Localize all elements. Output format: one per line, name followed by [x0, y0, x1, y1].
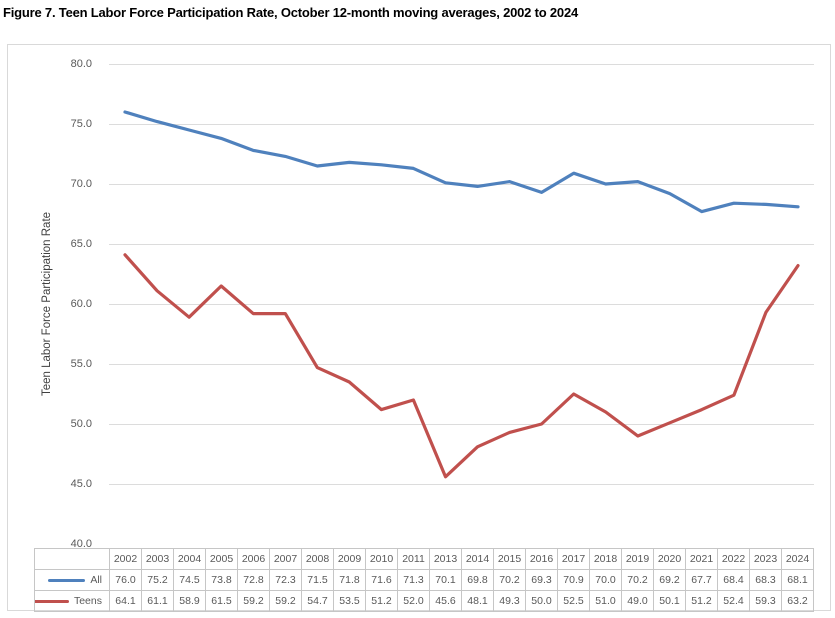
value-cell-teens: 59.3	[749, 590, 782, 612]
value-cell-all: 67.7	[685, 569, 718, 591]
series-line-teens	[123, 253, 800, 479]
year-cell: 2013	[429, 548, 462, 570]
y-tick-label: 55.0	[70, 358, 92, 370]
value-cell-teens: 49.0	[621, 590, 654, 612]
y-tick-label: 50.0	[70, 418, 92, 430]
value-cell-teens: 63.2	[781, 590, 814, 612]
value-cell-all: 76.0	[109, 569, 142, 591]
y-tick-label: 70.0	[70, 178, 92, 190]
value-cell-all: 70.2	[493, 569, 526, 591]
year-cell: 2004	[173, 548, 206, 570]
table-header-row: 2002 2003 2004 2005 2006 2007 2008 2009 2010 2011…	[34, 548, 814, 570]
y-tick-label: 65.0	[70, 238, 92, 250]
y-tick-label: 75.0	[70, 118, 92, 130]
value-cell-all: 69.2	[653, 569, 686, 591]
series-line-all	[123, 110, 800, 214]
value-cell-all: 70.1	[429, 569, 462, 591]
figure-title: Figure 7. Teen Labor Force Participation…	[3, 5, 579, 20]
chart-frame: Teen Labor Force Participation Rate 80.0…	[7, 44, 831, 612]
y-tick-label: 80.0	[70, 58, 92, 70]
year-cell: 2011	[397, 548, 430, 570]
y-axis-tick-labels: 80.0 75.0 70.0 65.0 60.0 55.0 50.0 45.0 40.0	[8, 58, 100, 550]
value-cell-teens: 52.0	[397, 590, 430, 612]
year-cell: 2016	[525, 548, 558, 570]
year-cell: 2018	[589, 548, 622, 570]
year-cell: 2024	[781, 548, 814, 570]
value-cell-all: 71.8	[333, 569, 366, 591]
table-corner-cell	[34, 548, 110, 570]
value-cell-all: 70.0	[589, 569, 622, 591]
legend-key-all: All	[34, 569, 110, 591]
value-cell-teens: 64.1	[109, 590, 142, 612]
year-cell: 2006	[237, 548, 270, 570]
year-cell: 2017	[557, 548, 590, 570]
y-tick-label: 45.0	[70, 478, 92, 490]
value-cell-teens: 51.2	[685, 590, 718, 612]
value-cell-teens: 51.2	[365, 590, 398, 612]
value-cell-all: 72.8	[237, 569, 270, 591]
year-cell: 2005	[205, 548, 238, 570]
year-cell: 2014	[461, 548, 494, 570]
value-cell-teens: 61.5	[205, 590, 238, 612]
year-cell: 2007	[269, 548, 302, 570]
value-cell-all: 68.4	[717, 569, 750, 591]
legend-line-swatch-all	[48, 578, 86, 582]
value-cell-teens: 54.7	[301, 590, 334, 612]
value-cell-all: 70.9	[557, 569, 590, 591]
plot-area	[109, 64, 814, 485]
value-cell-teens: 61.1	[141, 590, 174, 612]
value-cell-teens: 59.2	[269, 590, 302, 612]
value-cell-teens: 45.6	[429, 590, 462, 612]
year-cell: 2002	[109, 548, 142, 570]
value-cell-all: 71.6	[365, 569, 398, 591]
year-cell: 2019	[621, 548, 654, 570]
table-row-teens: Teens 64.1 61.1 58.9 61.5 59.2 59.2 54.7 53.5 51.…	[34, 590, 814, 612]
year-cell: 2020	[653, 548, 686, 570]
value-cell-teens: 52.5	[557, 590, 590, 612]
value-cell-all: 71.3	[397, 569, 430, 591]
year-cell: 2021	[685, 548, 718, 570]
value-cell-teens: 53.5	[333, 590, 366, 612]
value-cell-teens: 52.4	[717, 590, 750, 612]
year-cell: 2008	[301, 548, 334, 570]
value-cell-teens: 49.3	[493, 590, 526, 612]
value-cell-all: 68.1	[781, 569, 814, 591]
y-tick-label: 60.0	[70, 298, 92, 310]
value-cell-all: 74.5	[173, 569, 206, 591]
year-cell: 2010	[365, 548, 398, 570]
year-cell: 2003	[141, 548, 174, 570]
value-cell-all: 75.2	[141, 569, 174, 591]
year-cell: 2023	[749, 548, 782, 570]
table-row-all: All 76.0 75.2 74.5 73.8 72.8 72.3 71.5 71.8 71.6 7…	[34, 569, 814, 591]
data-table: 2002 2003 2004 2005 2006 2007 2008 2009 2010 2011…	[34, 548, 814, 612]
legend-label-all: All	[90, 574, 102, 586]
legend-key-teens: Teens	[34, 590, 110, 612]
value-cell-teens: 59.2	[237, 590, 270, 612]
value-cell-teens: 48.1	[461, 590, 494, 612]
year-cell: 2009	[333, 548, 366, 570]
value-cell-teens: 58.9	[173, 590, 206, 612]
value-cell-teens: 50.1	[653, 590, 686, 612]
value-cell-teens: 50.0	[525, 590, 558, 612]
value-cell-all: 73.8	[205, 569, 238, 591]
value-cell-all: 71.5	[301, 569, 334, 591]
value-cell-all: 68.3	[749, 569, 782, 591]
value-cell-teens: 51.0	[589, 590, 622, 612]
value-cell-all: 69.3	[525, 569, 558, 591]
legend-line-swatch-teens	[35, 599, 69, 603]
year-cell: 2022	[717, 548, 750, 570]
year-cell: 2015	[493, 548, 526, 570]
value-cell-all: 72.3	[269, 569, 302, 591]
legend-label-teens: Teens	[73, 595, 102, 607]
value-cell-all: 69.8	[461, 569, 494, 591]
y-tick-label: 40.0	[70, 538, 92, 550]
value-cell-all: 70.2	[621, 569, 654, 591]
